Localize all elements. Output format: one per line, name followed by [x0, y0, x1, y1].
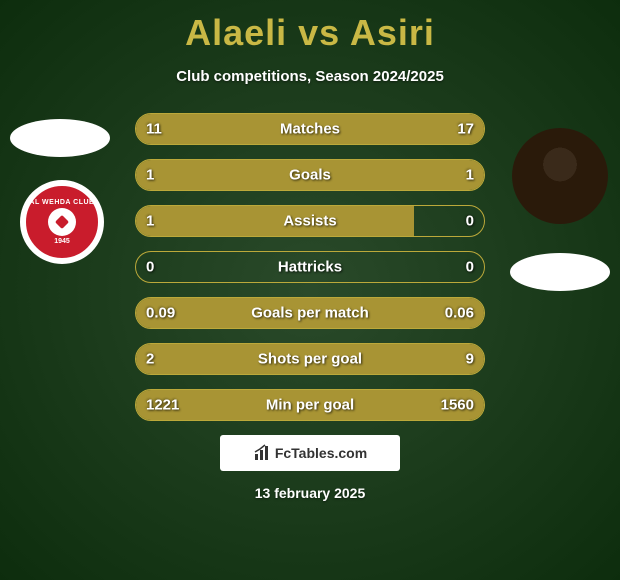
player-right-flag	[510, 253, 610, 291]
club-badge-ball-icon	[48, 208, 76, 236]
player-left-flag	[10, 119, 110, 157]
subtitle: Club competitions, Season 2024/2025	[0, 68, 620, 85]
stat-label: Goals	[136, 167, 484, 184]
stat-label: Matches	[136, 121, 484, 138]
stat-row: 1Goals1	[135, 159, 485, 191]
stat-label: Shots per goal	[136, 351, 484, 368]
stat-row: 11Matches17	[135, 113, 485, 145]
footer-date: 13 february 2025	[0, 485, 620, 501]
avatar-silhouette-icon	[512, 128, 608, 224]
player-right-avatar	[512, 128, 608, 224]
stat-row: 2Shots per goal9	[135, 343, 485, 375]
player-left-club-badge: AL WEHDA CLUB 1945	[20, 180, 104, 264]
stat-row: 0.09Goals per match0.06	[135, 297, 485, 329]
stat-value-right: 0	[466, 213, 474, 230]
stat-label: Min per goal	[136, 397, 484, 414]
brand-text: FcTables.com	[275, 445, 367, 461]
stat-row: 0Hattricks0	[135, 251, 485, 283]
page-title: Alaeli vs Asiri	[0, 0, 620, 54]
stat-label: Hattricks	[136, 259, 484, 276]
brand-badge[interactable]: FcTables.com	[220, 435, 400, 471]
stats-container: 11Matches171Goals11Assists00Hattricks00.…	[135, 113, 485, 421]
stat-label: Assists	[136, 213, 484, 230]
chart-icon	[253, 444, 271, 462]
stat-row: 1221Min per goal1560	[135, 389, 485, 421]
stat-value-right: 0	[466, 259, 474, 276]
stat-value-right: 17	[457, 121, 474, 138]
stat-row: 1Assists0	[135, 205, 485, 237]
stat-value-right: 0.06	[445, 305, 474, 322]
stat-label: Goals per match	[136, 305, 484, 322]
club-badge-text: AL WEHDA CLUB	[29, 199, 94, 206]
stat-value-right: 1	[466, 167, 474, 184]
stat-value-right: 9	[466, 351, 474, 368]
club-badge-year: 1945	[54, 238, 70, 245]
stat-value-right: 1560	[441, 397, 474, 414]
